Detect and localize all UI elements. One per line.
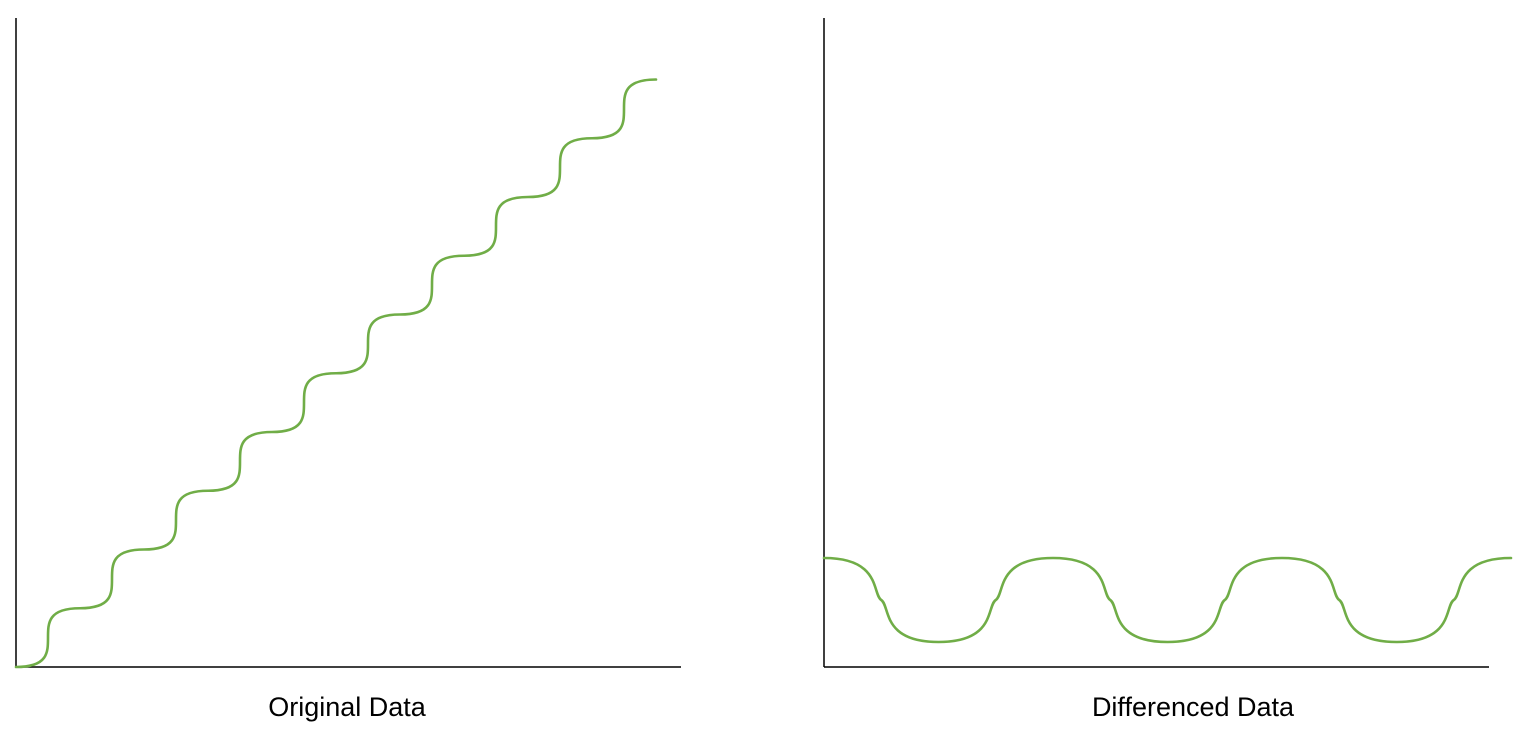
chart-original-plot (14, 18, 681, 669)
chart-original: Original Data (0, 0, 700, 738)
series-line-differenced (822, 556, 1513, 644)
series-line-original (14, 78, 658, 669)
chart-differenced-title: Differenced Data (1091, 692, 1295, 722)
chart-differenced: Differenced Data (800, 0, 1520, 738)
chart-original-title: Original Data (268, 692, 426, 722)
chart-differenced-plot (822, 18, 1513, 668)
